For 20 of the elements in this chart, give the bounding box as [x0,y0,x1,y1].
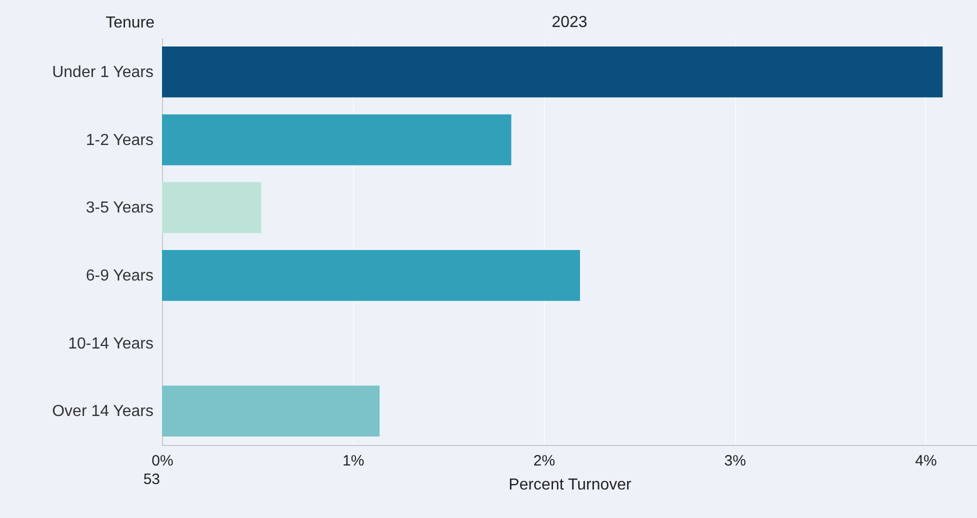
y-tick-label: Under 1 Years [52,64,154,81]
y-axis-title: Tenure [106,14,155,32]
bar [162,46,943,98]
bar [162,250,580,301]
bar [162,182,262,234]
y-tick-label: 3-5 Years [86,200,154,217]
x-tick-label: 4% [915,452,937,470]
x-tick-label: 1% [342,452,364,470]
y-tick-label: 6-9 Years [86,267,154,284]
bar [162,114,512,166]
x-tick-label: 0% [152,452,174,470]
x-tick-label: 2% [533,452,556,470]
chart-title: 2023 [552,14,588,31]
y-tick-label: 10-14 Years [68,335,154,352]
x-tick-label: 3% [724,452,746,470]
y-tick-label: 1-2 Years [86,132,154,149]
bar [162,386,380,437]
text: 53 [143,471,160,488]
x-axis-title: Percent Turnover [508,476,632,494]
y-tick-label: Over 14 Years [52,403,154,420]
